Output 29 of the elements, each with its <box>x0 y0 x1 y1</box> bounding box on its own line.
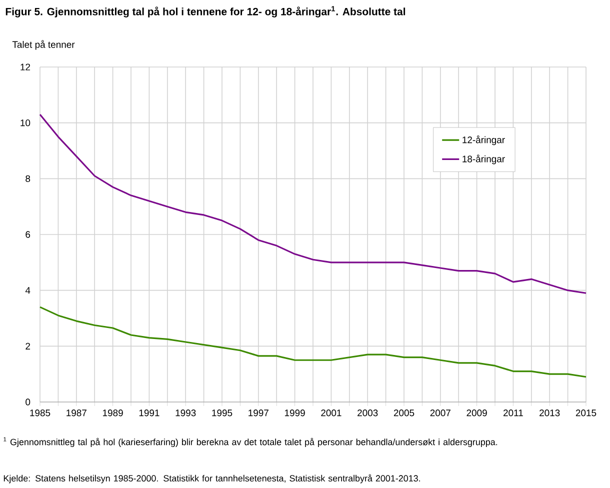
text: Kjelde: Statens helsetilsyn 1985-2000. Statistikk for tannhelsetenesta, Statistisk sentralbyrå 2001-2013. <box>4 474 420 484</box>
chart-title: Figur 5. Gjennomsnittleg tal på hol i tennene for 12- og 18-åringar$^{1}$. Absolutte tal <box>6 6 406 18</box>
y-tick-label: 6 <box>26 231 30 238</box>
x-tick-label: 1993 <box>176 410 196 416</box>
x-tick-label: 2013 <box>540 410 560 416</box>
legend-label: 18-åringar <box>462 154 505 164</box>
legend-label: 12-åringar <box>462 135 505 146</box>
x-tick-label: 2015 <box>576 410 596 416</box>
text: $^{1}$ Gjennomsnittleg tal på hol (karieserfaring) blir berekna av det totale talet på personar behandla/undersøkt i aldersgruppa. <box>4 437 498 447</box>
x-tick-label: 1999 <box>284 410 305 416</box>
x-tick-label: 2003 <box>358 410 378 416</box>
y-tick-label: 2 <box>26 342 30 350</box>
x-tick-label: 1985 <box>30 410 50 416</box>
x-tick-label: 1991 <box>139 410 160 416</box>
x-tick-label: 2011 <box>503 410 523 416</box>
y-axis-title: Talet på tenner <box>12 40 75 50</box>
x-tick-label: 2001 <box>321 410 342 416</box>
x-tick-label: 1987 <box>66 410 86 416</box>
x-tick-label: 1989 <box>102 410 123 416</box>
y-tick-label: 10 <box>20 119 30 126</box>
y-tick-label: 4 <box>25 287 30 294</box>
x-tick-label: 1997 <box>248 410 268 416</box>
x-tick-label: 2005 <box>394 410 414 416</box>
x-tick-label: 2009 <box>466 410 487 416</box>
y-tick-label: 8 <box>26 175 30 182</box>
x-tick-label: 2007 <box>430 410 450 416</box>
y-tick-label: 0 <box>26 398 30 406</box>
x-tick-label: 1995 <box>212 410 232 416</box>
y-tick-label: 12 <box>20 64 30 70</box>
